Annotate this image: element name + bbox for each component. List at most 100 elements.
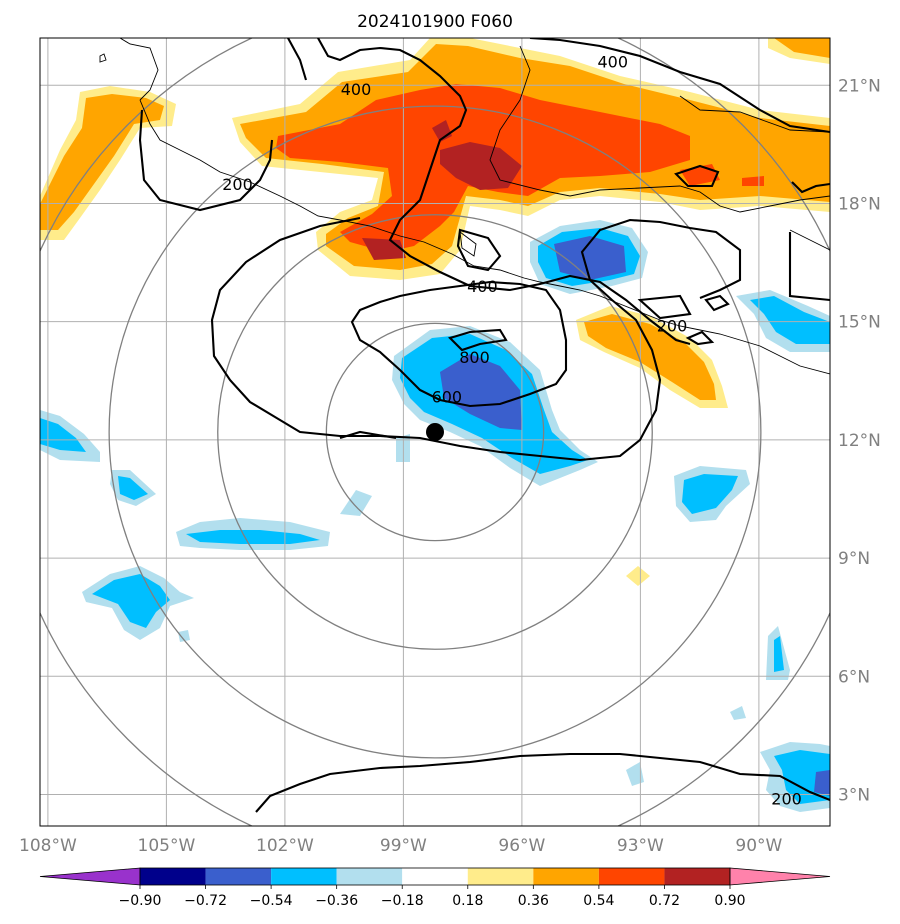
positive-shade-west-strip-inner <box>40 94 164 230</box>
coastline-yucatan <box>679 95 830 133</box>
positive-shade-small-diamond <box>626 566 650 586</box>
colorbar-segment-7 <box>598 868 665 885</box>
negative-shade-upper-core <box>554 236 626 280</box>
negative-shade-se-core <box>814 770 830 796</box>
positive-shade-ne-corner-inner <box>774 38 830 58</box>
colorbar-tick-label-0: −0.90 <box>119 893 162 909</box>
contour-small-east <box>637 294 692 320</box>
positive-shade-north-core-3 <box>432 120 452 142</box>
lon-tick-label-3: 99°W <box>380 836 427 856</box>
colorbar-tick-label-9: 0.90 <box>714 893 745 909</box>
negative-shade-small-6 <box>626 762 644 786</box>
negative-shade-west-1-inner <box>40 418 86 452</box>
negative-shade-small-1 <box>340 490 372 516</box>
colorbar-tick-label-1: −0.72 <box>184 893 227 909</box>
contour-small-sw <box>339 430 397 440</box>
contour-label-800: 800 <box>459 348 490 367</box>
colorbar-tick-label-5: 0.18 <box>452 893 483 909</box>
colorbar-segment-8 <box>664 868 730 885</box>
contour-east-isobar-2 <box>791 181 830 194</box>
coastlines <box>99 38 830 375</box>
lon-tick-label-1: 105°W <box>138 836 196 856</box>
contour-small-east-2 <box>704 294 730 312</box>
lat-tick-label-2: 9°N <box>838 549 870 569</box>
contour-400-north <box>287 38 308 81</box>
colorbar-segment-4 <box>402 868 468 885</box>
colorbar-tick-label-2: −0.54 <box>250 893 293 909</box>
coastline-gulf <box>489 45 830 213</box>
gridlines <box>40 38 830 826</box>
colorbar: −0.90 −0.72 −0.54 −0.36 −0.18 0.18 0.36 0.54 0.7… <box>39 867 831 909</box>
colorbar-tick-label-8: 0.72 <box>649 893 680 909</box>
negative-shade-far-east-inner <box>750 296 830 344</box>
colorbar-tick-label-6: 0.36 <box>518 893 549 909</box>
lat-tick-label-3: 12°N <box>838 431 881 451</box>
negative-shade-southwest-2-inner <box>92 574 170 628</box>
range-ring-2 <box>108 105 762 759</box>
contour-200-loop <box>210 216 742 462</box>
contour-200-south <box>255 752 830 813</box>
range-ring-1 <box>217 214 653 650</box>
contour-east-isobar <box>788 232 830 302</box>
coastline-inner-isle <box>459 231 477 257</box>
contour-label-600: 600 <box>432 388 463 407</box>
lat-tick-label-1: 6°N <box>838 667 870 687</box>
contour-labels: 400 400 400 200 200 200 800 600 <box>222 53 802 809</box>
contour-800 <box>448 328 508 352</box>
contour-label-400: 400 <box>467 277 498 296</box>
colorbar-segment-3 <box>336 868 403 885</box>
colorbar-extend-low <box>39 867 141 886</box>
lat-tick-label-6: 21°N <box>838 76 881 96</box>
positive-shade-north-core <box>440 142 522 190</box>
contour-red-blob <box>674 164 720 188</box>
colorbar-segment-1 <box>205 868 272 885</box>
height-contours <box>138 38 830 813</box>
colorbar-tick-label-7: 0.54 <box>583 893 614 909</box>
lon-tick-label-5: 93°W <box>617 836 664 856</box>
contour-400-east <box>529 38 830 134</box>
contour-label-200: 200 <box>222 175 253 194</box>
coastline-upper-west <box>119 38 159 101</box>
negative-shade-west-2-inner <box>118 476 148 500</box>
positive-anomaly-fields <box>40 38 830 586</box>
colorbar-frame <box>139 867 731 886</box>
contour-label-400: 400 <box>341 80 372 99</box>
latitude-tick-labels: 3°N 6°N 9°N 12°N 15°N 18°N 21°N <box>838 76 881 805</box>
lon-tick-label-0: 108°W <box>19 836 77 856</box>
colorbar-segment-0 <box>140 868 206 885</box>
lon-tick-label-2: 102°W <box>256 836 314 856</box>
lon-tick-label-4: 96°W <box>498 836 545 856</box>
colorbar-tick-label-4: −0.18 <box>381 893 424 909</box>
coastline-island <box>99 53 107 63</box>
negative-shade-central-core <box>440 354 522 430</box>
longitude-tick-labels: 108°W 105°W 102°W 99°W 96°W 93°W 90°W <box>19 836 783 856</box>
storm-center-marker <box>426 423 444 441</box>
lat-tick-label-0: 3°N <box>838 785 870 805</box>
colorbar-segment-6 <box>533 868 599 885</box>
contour-200-west <box>138 109 274 212</box>
contour-label-200: 200 <box>771 789 802 808</box>
coastline-mexico-pacific <box>139 99 830 375</box>
contour-600 <box>350 280 568 408</box>
negative-shade-small-3-inner <box>774 636 784 672</box>
colorbar-extend-high <box>729 867 831 886</box>
coastline-central-america <box>789 229 830 251</box>
positive-shade-east-tongue-inner <box>584 314 716 400</box>
colorbar-tick-label-3: −0.36 <box>315 893 358 909</box>
contour-mid-ring <box>456 228 502 272</box>
range-rings <box>40 38 830 826</box>
lon-tick-label-6: 90°W <box>735 836 782 856</box>
contour-small-east-3 <box>685 330 715 346</box>
chart-title: 2024101900 F060 <box>357 12 513 32</box>
negative-shade-small-4 <box>178 630 190 642</box>
colorbar-segment-2 <box>271 868 337 885</box>
negative-shade-east-inner <box>682 474 738 514</box>
contour-label-400: 400 <box>597 53 628 72</box>
range-ring-0 <box>325 322 545 542</box>
map-area: 400 400 400 200 200 200 800 600 <box>40 38 830 826</box>
lat-tick-label-4: 15°N <box>838 313 881 333</box>
map-frame <box>39 37 831 827</box>
negative-shade-small-5 <box>730 706 746 720</box>
lat-tick-label-5: 18°N <box>838 194 881 214</box>
